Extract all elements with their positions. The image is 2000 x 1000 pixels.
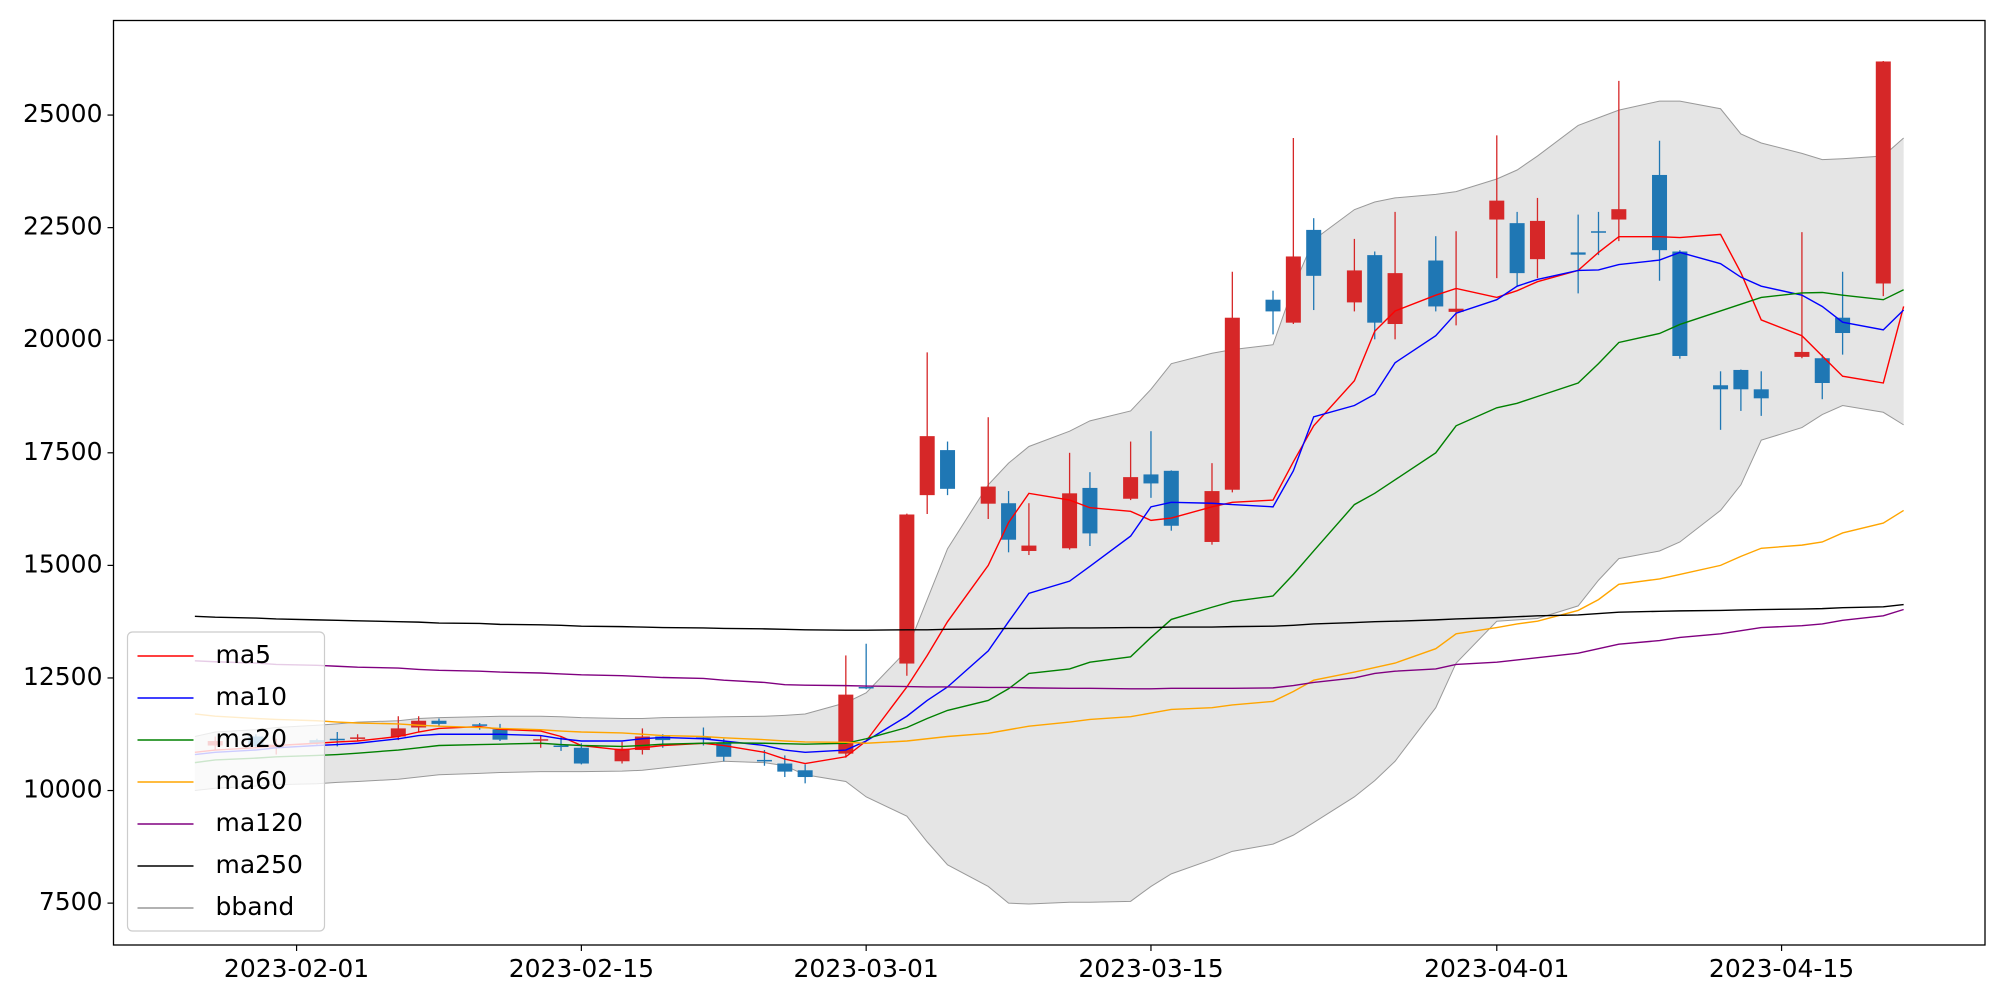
candle-body xyxy=(756,759,772,762)
candle-body xyxy=(472,724,488,726)
candle-body xyxy=(1570,252,1586,255)
candle-body xyxy=(1875,61,1891,284)
ma-line xyxy=(194,251,1905,756)
legend-label: ma10 xyxy=(216,682,287,711)
candle-body xyxy=(1611,209,1627,220)
candle-body xyxy=(350,737,366,739)
y-tick-label: 15000 xyxy=(23,549,103,578)
x-tick-label: 2023-03-01 xyxy=(794,954,939,983)
y-tick-label: 25000 xyxy=(23,99,103,128)
candle-body xyxy=(1509,223,1525,274)
legend-label: ma250 xyxy=(216,850,303,879)
candle-body xyxy=(777,763,793,772)
legend-label: bband xyxy=(216,892,295,921)
candle-body xyxy=(1652,174,1668,251)
candle-body xyxy=(1367,255,1383,323)
x-tick-label: 2023-04-15 xyxy=(1709,954,1854,983)
ma-line xyxy=(194,608,1904,690)
candle-body xyxy=(1306,229,1322,276)
bband-upper xyxy=(194,100,1904,737)
candle-body xyxy=(1753,389,1769,399)
candle-body xyxy=(1672,251,1688,356)
candle-body xyxy=(614,748,630,762)
candle-body xyxy=(899,514,915,664)
legend-label: ma60 xyxy=(216,766,287,795)
x-tick-label: 2023-02-15 xyxy=(509,954,654,983)
candle-body xyxy=(858,686,874,689)
y-tick-label: 22500 xyxy=(23,212,103,241)
y-tick-label: 7500 xyxy=(39,887,103,916)
candle-body xyxy=(1163,470,1179,526)
bband-area xyxy=(194,101,1904,905)
y-tick-label: 17500 xyxy=(23,437,103,466)
axes-frame xyxy=(112,19,1986,946)
candle-body xyxy=(634,736,650,751)
candle-body xyxy=(1265,299,1281,312)
candle-body xyxy=(1814,358,1830,384)
candle-body xyxy=(655,736,671,741)
y-tick-label: 12500 xyxy=(23,662,103,691)
candle-body xyxy=(1590,231,1606,233)
candle-body xyxy=(1285,256,1301,323)
legend-box xyxy=(126,631,326,932)
candle-body xyxy=(1489,200,1505,220)
candle-body xyxy=(1794,351,1810,357)
candle-body xyxy=(940,450,956,489)
legend-label: ma120 xyxy=(216,808,303,837)
ma-line xyxy=(194,603,1904,631)
ma-line xyxy=(194,509,1904,744)
candle-body xyxy=(573,747,589,764)
candle-body xyxy=(1204,491,1220,542)
candle-body xyxy=(431,720,447,724)
y-tick-label: 20000 xyxy=(23,324,103,353)
candle-body xyxy=(533,739,549,741)
candle-body xyxy=(1387,273,1403,325)
candle-body xyxy=(1082,487,1098,534)
bband-lower xyxy=(194,405,1904,905)
legend-label: ma5 xyxy=(216,640,272,669)
candle-body xyxy=(411,720,427,728)
candle-body xyxy=(1448,308,1464,312)
x-tick-label: 2023-04-01 xyxy=(1424,954,1569,983)
candle-body xyxy=(1123,477,1139,499)
candle-body xyxy=(1713,385,1729,390)
candle-body xyxy=(1021,545,1037,551)
candle-body xyxy=(980,486,996,504)
candle-body xyxy=(1143,474,1159,484)
candle-body xyxy=(919,436,935,496)
candle-body xyxy=(1835,317,1851,334)
x-tick-label: 2023-03-15 xyxy=(1078,954,1223,983)
candle-body xyxy=(329,738,345,741)
candle-body xyxy=(1733,369,1749,390)
candle-body xyxy=(838,694,854,754)
ma-line xyxy=(194,289,1904,764)
candle-body xyxy=(1428,260,1444,307)
candle-body xyxy=(797,770,813,778)
candle-body xyxy=(1224,317,1240,490)
candle-body xyxy=(1529,220,1545,260)
candle-body xyxy=(553,745,569,748)
plot-area xyxy=(194,61,1905,905)
y-tick-label: 10000 xyxy=(23,775,103,804)
legend-label: ma20 xyxy=(216,724,287,753)
legend: ma5 ma10 ma20 ma60 ma120 ma250 bband xyxy=(126,631,326,932)
candle-body xyxy=(390,728,406,737)
x-tick-label: 2023-02-01 xyxy=(224,954,369,983)
candle-body xyxy=(1062,493,1078,549)
candle-body xyxy=(1346,270,1362,303)
